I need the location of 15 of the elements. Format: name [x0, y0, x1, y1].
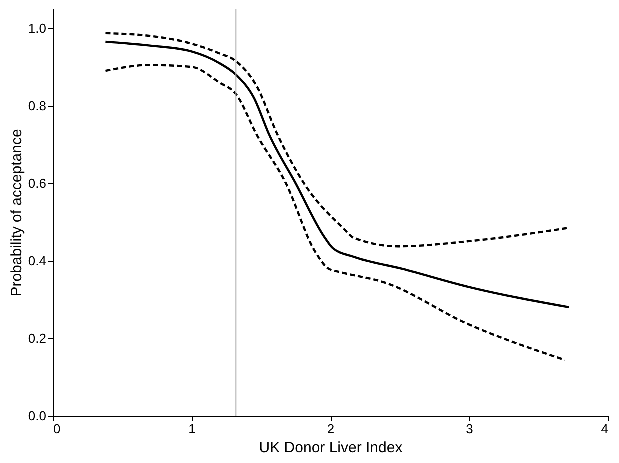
y-tick-label: 0.8: [28, 98, 46, 114]
x-tick-label: 1: [188, 422, 196, 436]
x-axis-title: UK Donor Liver Index: [259, 440, 404, 456]
y-tick-label: 0.6: [28, 176, 46, 191]
y-tick-label: 0.4: [28, 253, 46, 268]
x-tick-label: 3: [466, 422, 474, 436]
y-tick-label: 0.2: [28, 330, 46, 346]
y-tick-label: 0.0: [28, 408, 46, 424]
x-tick-label: 4: [601, 422, 608, 436]
y-tick-label: 1.0: [28, 20, 46, 36]
line-series: [104, 64, 566, 362]
y-axis-title: Probability of acceptance: [8, 129, 26, 297]
x-tick-label: 2: [327, 422, 335, 436]
line-series: [104, 40, 570, 309]
x-tick-label: 0: [54, 422, 61, 436]
